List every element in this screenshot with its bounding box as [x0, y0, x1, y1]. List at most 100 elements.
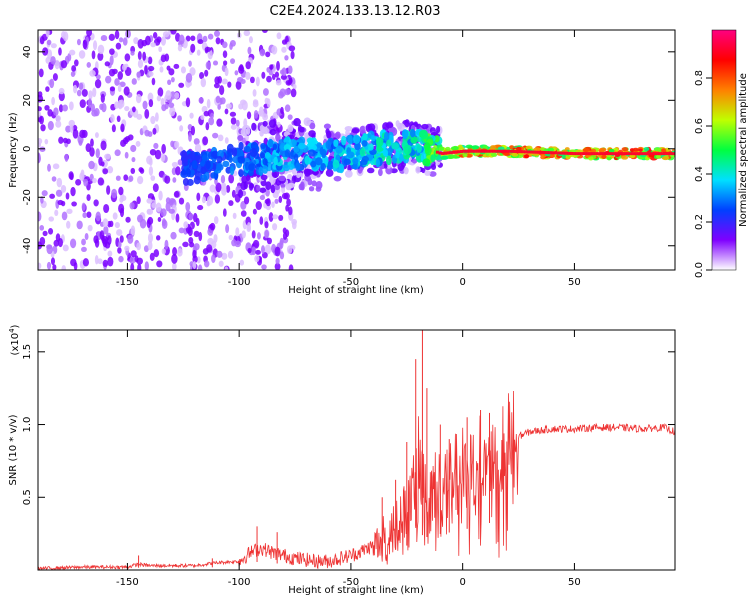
spectrogram-cell	[243, 30, 251, 37]
spectrogram-cell	[40, 124, 46, 132]
spectrogram-cell	[246, 111, 252, 120]
spectrogram-cell	[247, 169, 254, 177]
spectrogram-cell	[225, 184, 231, 193]
spectrogram-cell	[180, 153, 189, 164]
spectrogram-cell	[114, 149, 121, 157]
spectrogram-cell	[200, 166, 206, 175]
spectrogram-cell	[85, 143, 92, 153]
spectrogram-cell	[199, 159, 206, 167]
spectrogram-cell	[258, 166, 264, 177]
spectrogram-ridge-cell	[588, 152, 592, 156]
spectrogram-cell	[197, 264, 203, 270]
spectrogram-cell	[38, 153, 41, 163]
spectrogram-cell	[315, 180, 323, 190]
spectrogram-cell	[88, 90, 93, 100]
spectrogram-ridge-cell	[612, 152, 616, 156]
spectrogram-cell	[148, 99, 154, 108]
spectrogram-cell	[50, 43, 57, 49]
spectrogram-cell	[206, 200, 211, 207]
spectrogram-cell	[202, 35, 208, 43]
spectrogram-cell	[105, 75, 112, 84]
spectrogram-cell	[124, 151, 129, 159]
spectrogram-cell	[260, 152, 266, 159]
spectrogram-cell	[224, 108, 229, 115]
spectrogram-cell	[422, 158, 431, 167]
spectrogram-cell	[147, 240, 153, 251]
spectrogram-ridge-cell	[462, 149, 466, 153]
spectrogram-cell	[52, 73, 58, 81]
spectrogram-cell	[398, 153, 404, 162]
spectrogram-cell	[200, 114, 205, 120]
spectrogram-cell	[87, 98, 93, 109]
spectrogram-cell	[146, 208, 152, 215]
spectrogram-cell	[199, 71, 205, 80]
spectrogram-cell	[265, 188, 270, 197]
spectrogram-ridge-cell	[615, 152, 619, 156]
spectrogram-cell	[108, 33, 115, 41]
spectrogram-cell	[68, 119, 75, 127]
spectrogram-cell	[219, 183, 226, 192]
spectrogram-cell	[211, 254, 216, 263]
spectrogram-cell	[97, 52, 104, 61]
spectrogram-ridge-cell	[532, 150, 536, 154]
spectrogram-cell	[304, 168, 311, 177]
spectrogram-cell	[523, 154, 530, 159]
spectrogram-cell	[42, 230, 48, 237]
spectrogram-cell	[283, 192, 290, 200]
spectrogram-cell	[224, 266, 229, 270]
spectrogram-cell	[216, 155, 223, 164]
spectrogram-cell	[137, 59, 144, 69]
spectrogram-cell	[205, 61, 211, 70]
spectrogram-cell	[378, 168, 383, 177]
spectrogram-cell	[255, 76, 260, 87]
spectrogram-ridge-cell	[492, 149, 496, 153]
spectrogram-cell	[217, 104, 221, 110]
spectrogram-cell	[149, 252, 155, 261]
spectrogram-cell	[440, 155, 449, 160]
spectrogram-ridge-cell	[470, 149, 474, 153]
snr-ylabel: SNR (10 * v/v)	[8, 414, 19, 485]
spectrogram-cell	[136, 175, 144, 185]
spectrogram-cell	[47, 120, 54, 131]
spectrogram-cell	[150, 42, 156, 48]
spectrogram-cell	[599, 147, 607, 152]
spectrogram-cell	[84, 233, 89, 241]
spectrogram-cell	[152, 127, 157, 135]
spectrogram-cell	[72, 128, 79, 139]
spectrogram-cell	[515, 146, 522, 151]
spectrogram-ridge-cell	[465, 149, 469, 153]
spectrogram-cell	[139, 167, 145, 174]
spectrogram-cell	[118, 255, 124, 263]
spectrogram-cell	[209, 222, 216, 231]
spectrogram-cell	[193, 138, 200, 146]
spectrogram-cell	[39, 115, 44, 125]
spectrogram-cell	[643, 147, 650, 152]
spectrogram-cell	[284, 136, 289, 143]
spectrogram-cell	[131, 78, 137, 85]
spectrogram-cell	[404, 119, 410, 128]
spectrogram-cell	[247, 46, 252, 55]
spectrogram-cell	[114, 222, 120, 229]
spectrogram-cell	[173, 92, 180, 99]
spectrogram-cell	[262, 165, 269, 174]
spectrogram-ridge-cell	[521, 150, 525, 154]
spectrogram-cell	[171, 253, 178, 264]
spectrogram-cell	[69, 49, 76, 56]
snr-panel: -150 -100 -50 0 50 0.5 1.0 1.5 Height of straig…	[8, 324, 676, 596]
spectrogram-cell	[367, 123, 376, 132]
spectrogram-cell	[81, 202, 86, 211]
spectrogram-ridge-cell	[666, 152, 670, 156]
spectrogram-cell	[292, 83, 297, 90]
spectrogram-ridge-cell	[669, 152, 673, 156]
spectrogram-cell	[375, 137, 384, 147]
spectrogram-cell	[271, 201, 275, 208]
spectrogram-cell	[161, 248, 166, 255]
spectrogram-ytick-label: 40	[22, 45, 33, 58]
spectrogram-cell	[367, 167, 375, 174]
spectrogram-cell	[93, 199, 99, 207]
spectrogram-cell	[397, 163, 405, 172]
spectrogram-cell	[118, 186, 124, 196]
spectrogram-cell	[189, 67, 196, 76]
spectrogram-cell	[239, 64, 244, 72]
spectrogram-cell	[252, 89, 257, 97]
